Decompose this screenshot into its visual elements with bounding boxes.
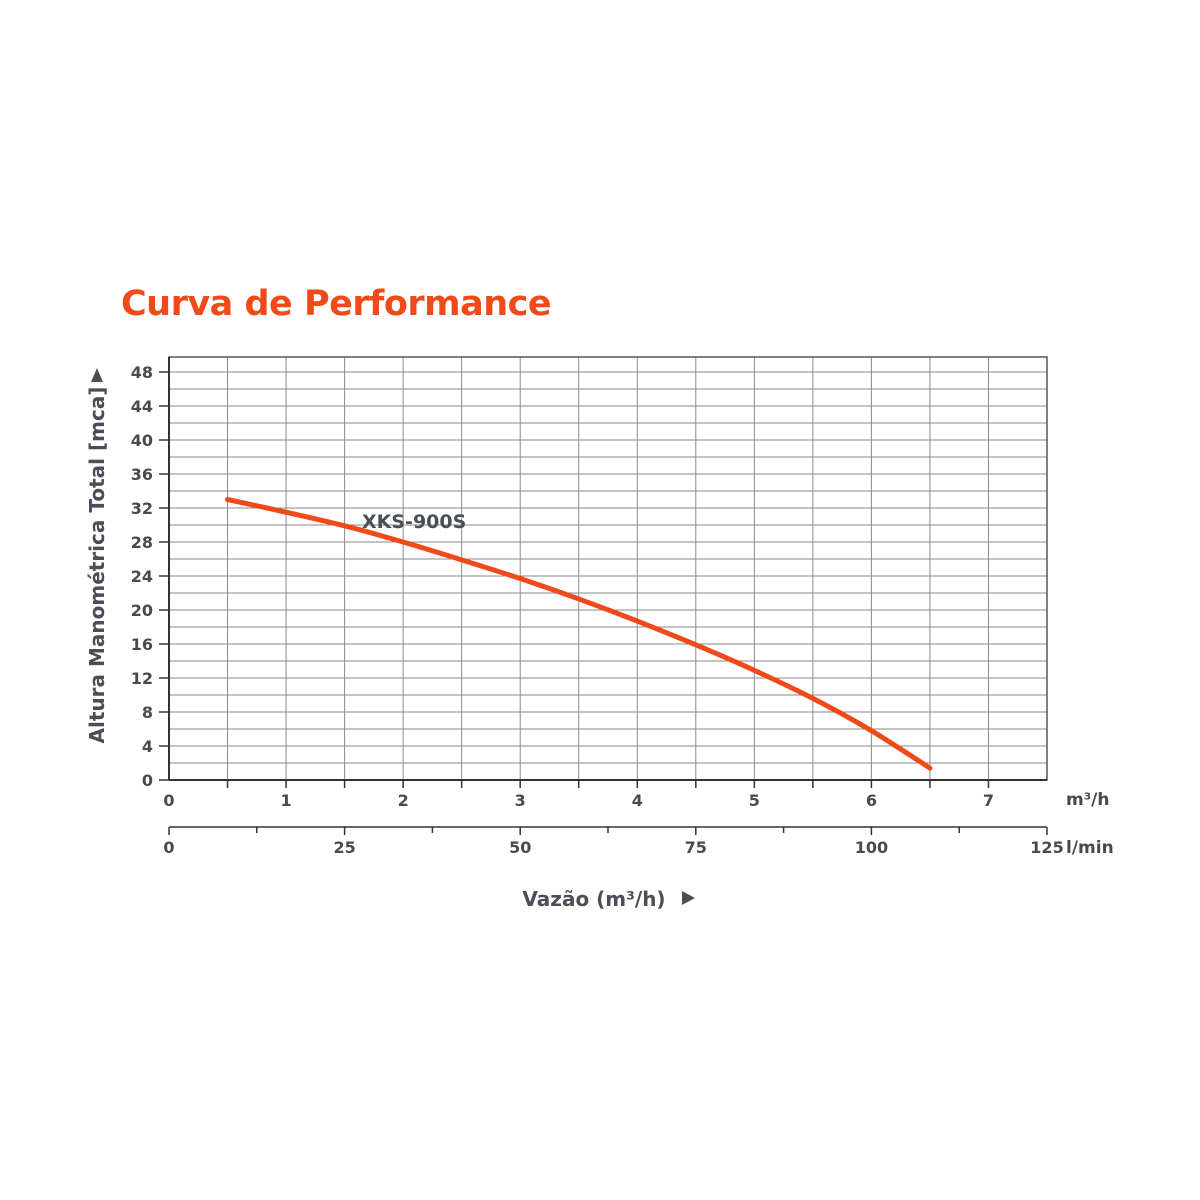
y-tick-label: 32 [131, 499, 153, 518]
y-tick-label: 16 [131, 635, 153, 654]
x2-tick-label: 125 [1030, 838, 1063, 857]
x2-tick-label: 100 [855, 838, 888, 857]
x-tick-label: 7 [983, 791, 994, 810]
x-unit-label: m³/h [1066, 790, 1109, 810]
x-tick-label: 3 [515, 791, 526, 810]
x-axis-arrow-icon [682, 891, 695, 905]
x-axis-title-text: Vazão (m³/h) [522, 887, 665, 911]
y-tick-label: 44 [131, 397, 153, 416]
y-axis-arrow-icon [91, 368, 103, 382]
y-tick-label: 48 [131, 363, 153, 382]
x-tick-label: 1 [280, 791, 291, 810]
x-axis-title: Vazão (m³/h) [522, 887, 695, 911]
x2-tick-label: 75 [685, 838, 707, 857]
x2-tick-label: 0 [163, 838, 174, 857]
x-tick-label: 2 [398, 791, 409, 810]
series-line-xks-900s [225, 497, 933, 771]
y-axis-title: Altura Manométrica Total [mca] [85, 368, 109, 743]
plot-frame [168, 356, 1048, 781]
y-tick-label: 40 [131, 431, 153, 450]
x2-tick-label: 50 [509, 838, 531, 857]
x-tick-labels: 0 1 2 3 4 5 6 7 [163, 791, 994, 810]
y-tick-label: 20 [131, 601, 153, 620]
y-tick-label: 12 [131, 669, 153, 688]
y-tick-label: 28 [131, 533, 153, 552]
grid [169, 357, 1047, 780]
axes [159, 356, 1048, 835]
x2-tick-label: 25 [333, 838, 355, 857]
chart-title: Curva de Performance [121, 284, 552, 324]
y-tick-label: 24 [131, 567, 153, 586]
y-tick-label: 0 [142, 771, 153, 790]
y-tick-label: 4 [142, 737, 153, 756]
x2-tick-labels: 0 25 50 75 100 125 [163, 838, 1063, 857]
x-tick-label: 6 [866, 791, 877, 810]
y-tick-label: 36 [131, 465, 153, 484]
series-label-xks-900s: XKS-900S [362, 511, 466, 533]
x-tick-label: 4 [632, 791, 643, 810]
x-tick-label: 0 [163, 791, 174, 810]
y-tick-label: 8 [142, 703, 153, 722]
x-tick-label: 5 [749, 791, 760, 810]
series [225, 497, 933, 771]
x2-unit-label: l/min [1066, 838, 1114, 858]
y-axis-title-text: Altura Manométrica Total [mca] [85, 387, 109, 744]
